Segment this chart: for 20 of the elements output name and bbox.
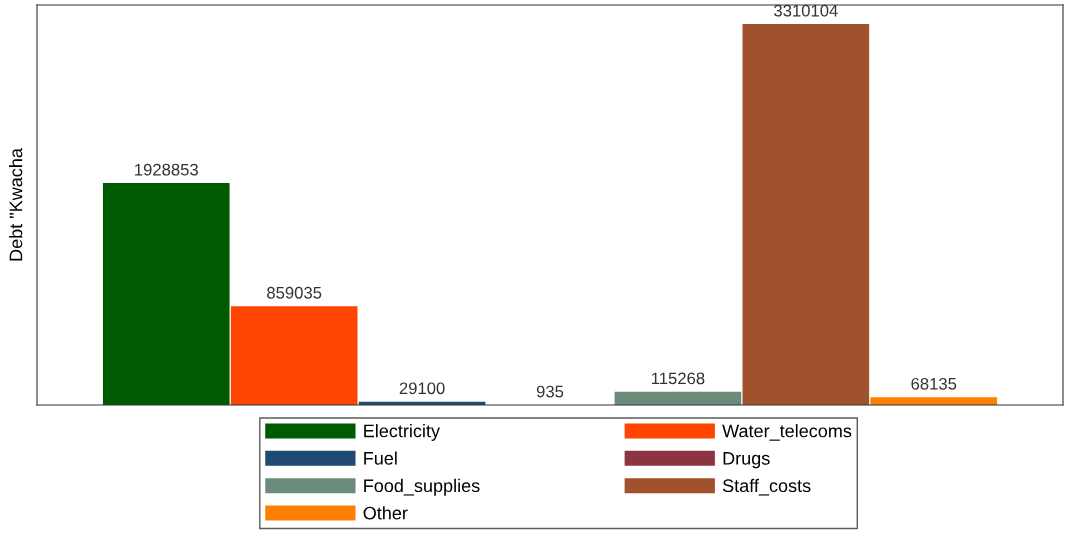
legend-label: Other [363, 506, 408, 520]
legend-label: Water_telecoms [722, 424, 852, 441]
data-label: 115268 [652, 372, 705, 385]
data-label: 68135 [911, 377, 957, 390]
bar [102, 183, 230, 405]
bar [230, 306, 358, 405]
data-label: 859035 [267, 286, 322, 299]
legend-label: Food_supplies [364, 478, 480, 496]
data-label: 29100 [399, 382, 445, 395]
bar [614, 391, 742, 405]
bar [870, 397, 998, 405]
bar [742, 24, 870, 405]
legend-label: Drugs [723, 452, 770, 469]
data-label: 3310104 [774, 4, 838, 17]
legend-label: Staff_costs [722, 478, 811, 496]
legend-label: Fuel [364, 451, 397, 465]
data-label: 935 [536, 385, 564, 398]
data-label: 1928853 [135, 163, 198, 176]
legend-label: Electricity [364, 424, 440, 441]
y-axis-title: Debt "Kwacha [9, 148, 23, 261]
